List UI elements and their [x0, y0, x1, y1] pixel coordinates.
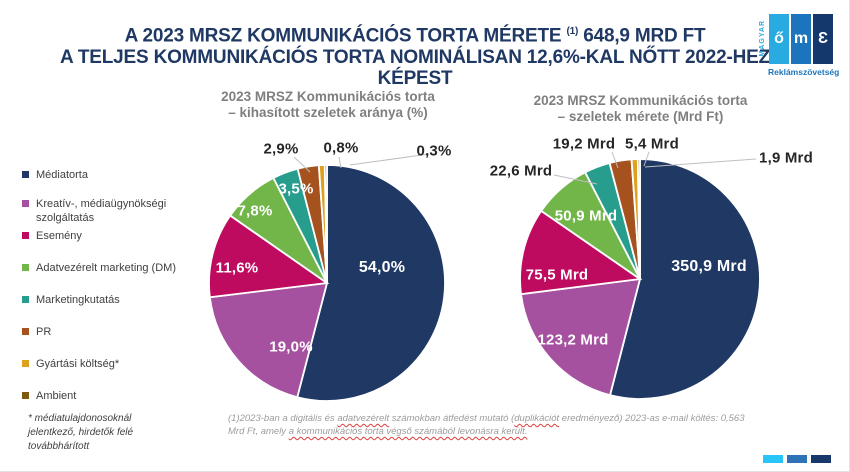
pie-label-kreativ-pct: 19,0%: [269, 338, 313, 356]
pie-slice: [323, 164, 328, 284]
legend-swatch: [22, 328, 29, 335]
pie-label-gyartas-mrd: 5,4 Mrd: [625, 135, 679, 153]
legend-swatch: [22, 360, 29, 367]
page-bar-dark: [811, 455, 831, 463]
legend-item: Ambient: [22, 389, 190, 403]
legend-label: Adatvezérelt marketing (DM): [36, 262, 176, 274]
left-chart-title: 2023 MRSZ Kommunikációs torta – kihasíto…: [221, 89, 435, 120]
legend-label: Marketingkutatás: [36, 294, 120, 306]
title-footnote-marker: (1): [566, 26, 579, 37]
pie-slice: [208, 214, 330, 299]
legend-item: Esemény: [22, 229, 190, 243]
logo-caption: Reklámszövetség: [768, 67, 840, 77]
pie-label-ambient-mrd: 1,9 Mrd: [759, 149, 813, 167]
page-indicator-bars: [763, 455, 831, 463]
pie-label-kutatas-mrd: 22,6 Mrd: [489, 162, 553, 180]
page-bar-light: [763, 455, 783, 463]
legend-swatch: [22, 171, 29, 178]
legend-label: Ambient: [36, 390, 77, 402]
legend-item: Adatvezérelt marketing (DM): [22, 261, 190, 275]
page-title: A 2023 MRSZ KOMMUNIKÁCIÓS TORTA MÉRETE (…: [60, 21, 770, 90]
pie-label-kreativ-mrd: 123,2 Mrd: [537, 331, 609, 349]
pie-slice: [296, 164, 446, 402]
title-line-3: KÉPEST: [377, 68, 453, 90]
legend-item: Médiatorta: [22, 168, 190, 182]
legend-item: PR: [22, 325, 190, 339]
pie-label-dm-pct: 7,8%: [237, 202, 273, 220]
pie-label-esemeny-mrd: 75,5 Mrd: [525, 266, 589, 284]
pie-label-esemeny-pct: 11,6%: [215, 259, 259, 277]
logo-tile: m: [791, 14, 811, 64]
pie-label-gyartas-pct: 0,8%: [323, 139, 359, 157]
pie-slice: [636, 158, 641, 280]
legend-swatch: [22, 200, 29, 207]
legend-footnote: * médiatulajdonosoknál jelentkező, hirde…: [28, 413, 134, 452]
pie-label-mediatorta-pct: 54,0%: [358, 259, 406, 276]
legend-item: Marketingkutatás: [22, 293, 190, 307]
pie-label-pr-pct: 2,9%: [263, 140, 299, 158]
legend-label: Esemény: [36, 230, 82, 242]
pie-slice: [519, 277, 642, 397]
legend-swatch: [22, 232, 29, 239]
logo-tile: Ɛ: [813, 14, 833, 64]
pie-label-mediatorta-mrd: 350,9 Mrd: [671, 258, 747, 275]
title-line-2: A TELJES KOMMUNIKÁCIÓS TORTA NOMINÁLISAN…: [60, 46, 770, 68]
right-pie-chart: [519, 158, 761, 400]
pie-label-dm-mrd: 50,9 Mrd: [554, 207, 618, 225]
pie-slice: [608, 158, 761, 400]
legend-label: PR: [36, 326, 52, 338]
legend-label: Médiatorta: [36, 169, 88, 181]
footnote: (1)2023-ban a digitális és adatvezérelt …: [228, 413, 745, 437]
legend-item: Gyártási költség*: [22, 357, 190, 371]
pie-slice: [208, 281, 329, 399]
legend-swatch: [22, 296, 29, 303]
legend-swatch: [22, 392, 29, 399]
legend-label: Kreatív-, médiaügynökségi szolgáltatás: [36, 198, 167, 224]
pie-slice: [519, 209, 643, 296]
legend-swatch: [22, 264, 29, 271]
legend-item: Kreatív-, médiaügynökségi szolgáltatás: [22, 197, 190, 225]
logo-vertical-text: MAGYAR: [759, 20, 766, 57]
pie-label-pr-mrd: 19,2 Mrd: [552, 135, 616, 153]
legend-label: Gyártási költség*: [36, 358, 120, 370]
page-bar-mid: [787, 455, 807, 463]
right-chart-title: 2023 MRSZ Kommunikációs torta – szeletek…: [533, 93, 748, 124]
pie-label-ambient-pct: 0,3%: [416, 142, 452, 160]
logo-tile: ő: [769, 14, 789, 64]
pie-label-kutatas-pct: 3,5%: [278, 180, 314, 198]
left-pie-chart: [208, 164, 446, 402]
title-line-1: A 2023 MRSZ KOMMUNIKÁCIÓS TORTA MÉRETE (…: [124, 25, 706, 47]
